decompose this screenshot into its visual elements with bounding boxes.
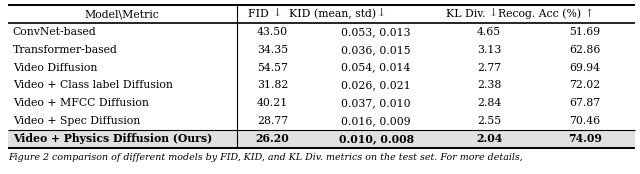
Text: 74.09: 74.09 (568, 133, 602, 144)
Text: 2.04: 2.04 (476, 133, 502, 144)
Text: 67.87: 67.87 (569, 98, 600, 108)
Text: 0.037, 0.010: 0.037, 0.010 (341, 98, 411, 108)
Text: 51.69: 51.69 (569, 27, 600, 37)
Text: 2.84: 2.84 (477, 98, 501, 108)
Text: 34.35: 34.35 (257, 45, 288, 55)
Text: ConvNet-based: ConvNet-based (13, 27, 97, 37)
Text: KL Div.: KL Div. (446, 9, 489, 19)
Text: Video Diffusion: Video Diffusion (13, 63, 97, 73)
Text: 3.13: 3.13 (477, 45, 501, 55)
Text: ↓: ↓ (489, 9, 498, 19)
Text: Video + Physics Diffusion (Ours): Video + Physics Diffusion (Ours) (13, 133, 212, 144)
Text: 26.20: 26.20 (256, 133, 289, 144)
Text: 0.036, 0.015: 0.036, 0.015 (341, 45, 411, 55)
Text: 2.38: 2.38 (477, 81, 501, 90)
Text: 0.026, 0.021: 0.026, 0.021 (341, 81, 411, 90)
Text: Transformer-based: Transformer-based (13, 45, 118, 55)
Text: Model\Metric: Model\Metric (84, 9, 159, 19)
Text: 2.55: 2.55 (477, 116, 501, 126)
Text: 28.77: 28.77 (257, 116, 288, 126)
Text: 72.02: 72.02 (569, 81, 600, 90)
Text: Figure 2 comparison of different models by FID, KID, and KL Div. metrics on the : Figure 2 comparison of different models … (8, 153, 522, 162)
Text: 62.86: 62.86 (569, 45, 600, 55)
Text: 70.46: 70.46 (569, 116, 600, 126)
Text: Recog. Acc (%): Recog. Acc (%) (498, 9, 585, 19)
Text: KID (mean, std): KID (mean, std) (289, 9, 376, 19)
Text: 43.50: 43.50 (257, 27, 288, 37)
Text: Video + Class label Diffusion: Video + Class label Diffusion (13, 81, 173, 90)
Text: 0.010, 0.008: 0.010, 0.008 (339, 133, 413, 144)
Text: 31.82: 31.82 (257, 81, 289, 90)
Text: Video + MFCC Diffusion: Video + MFCC Diffusion (13, 98, 148, 108)
Text: ↓: ↓ (273, 9, 282, 19)
Text: 4.65: 4.65 (477, 27, 501, 37)
Text: Video + Spec Diffusion: Video + Spec Diffusion (13, 116, 140, 126)
Text: 0.016, 0.009: 0.016, 0.009 (341, 116, 411, 126)
Text: ↓: ↓ (376, 9, 385, 19)
Text: 69.94: 69.94 (569, 63, 600, 73)
Text: 0.053, 0.013: 0.053, 0.013 (341, 27, 411, 37)
Text: 2.77: 2.77 (477, 63, 501, 73)
Text: 54.57: 54.57 (257, 63, 288, 73)
Text: ↑: ↑ (585, 9, 594, 19)
Text: 40.21: 40.21 (257, 98, 288, 108)
Text: 0.054, 0.014: 0.054, 0.014 (342, 63, 411, 73)
Text: FID: FID (248, 9, 273, 19)
Bar (8, 130, 635, 148)
